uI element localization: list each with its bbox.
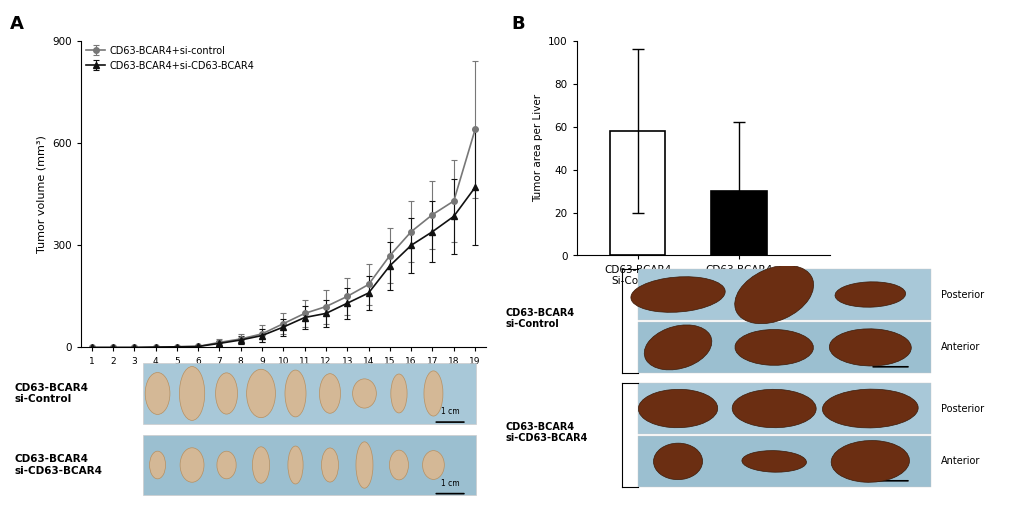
Text: Posterior: Posterior [940, 404, 984, 413]
Text: 1 cm: 1 cm [441, 407, 459, 416]
Text: Posterior: Posterior [940, 290, 984, 299]
Text: CD63-BCAR4
si-Control: CD63-BCAR4 si-Control [15, 383, 89, 404]
Bar [637, 322, 930, 373]
Ellipse shape [424, 371, 443, 416]
Ellipse shape [644, 325, 711, 370]
Ellipse shape [822, 389, 917, 428]
Ellipse shape [287, 446, 303, 484]
Y-axis label: Tumor volume (mm³): Tumor volume (mm³) [36, 135, 47, 253]
Ellipse shape [630, 277, 725, 312]
Ellipse shape [741, 451, 806, 472]
Bar [637, 436, 930, 486]
Bar [144, 435, 476, 495]
X-axis label: Week: Week [264, 371, 302, 384]
Ellipse shape [247, 369, 275, 417]
Ellipse shape [356, 442, 373, 488]
Bar [637, 383, 930, 434]
Ellipse shape [319, 374, 340, 413]
Ellipse shape [734, 330, 813, 365]
Ellipse shape [252, 447, 269, 483]
Ellipse shape [215, 373, 238, 414]
Text: A: A [10, 15, 24, 33]
Text: 1 cm: 1 cm [441, 479, 459, 488]
Ellipse shape [830, 440, 909, 482]
Text: CD63-BCAR4
si-CD63-BCAR4: CD63-BCAR4 si-CD63-BCAR4 [506, 422, 587, 444]
Ellipse shape [321, 448, 338, 482]
Text: Anterior: Anterior [940, 456, 980, 467]
Ellipse shape [285, 370, 305, 417]
Bar [144, 363, 476, 424]
Text: B: B [511, 15, 524, 33]
Ellipse shape [389, 450, 408, 480]
Ellipse shape [829, 329, 910, 366]
Ellipse shape [180, 448, 204, 482]
Ellipse shape [731, 389, 816, 428]
Ellipse shape [734, 265, 813, 323]
Text: CD63-BCAR4
si-Control: CD63-BCAR4 si-Control [506, 308, 574, 330]
Bar [637, 269, 930, 320]
Text: CD63-BCAR4
si-CD63-BCAR4: CD63-BCAR4 si-CD63-BCAR4 [15, 454, 103, 476]
Ellipse shape [390, 374, 406, 413]
Ellipse shape [834, 282, 905, 307]
Text: 1 cm: 1 cm [881, 464, 899, 474]
Text: Anterior: Anterior [940, 342, 980, 353]
Ellipse shape [638, 389, 717, 428]
Ellipse shape [653, 443, 702, 480]
Bar [609, 131, 665, 256]
Ellipse shape [150, 451, 166, 479]
Y-axis label: Tumor area per Liver: Tumor area per Liver [532, 94, 542, 202]
Legend: CD63-BCAR4+si-control, CD63-BCAR4+si-CD63-BCAR4: CD63-BCAR4+si-control, CD63-BCAR4+si-CD6… [86, 46, 254, 71]
Bar [710, 191, 766, 256]
Ellipse shape [179, 366, 204, 421]
Ellipse shape [352, 379, 376, 408]
Ellipse shape [145, 373, 170, 414]
Ellipse shape [216, 451, 236, 479]
Text: 1 cm: 1 cm [881, 351, 899, 360]
Ellipse shape [423, 451, 444, 479]
